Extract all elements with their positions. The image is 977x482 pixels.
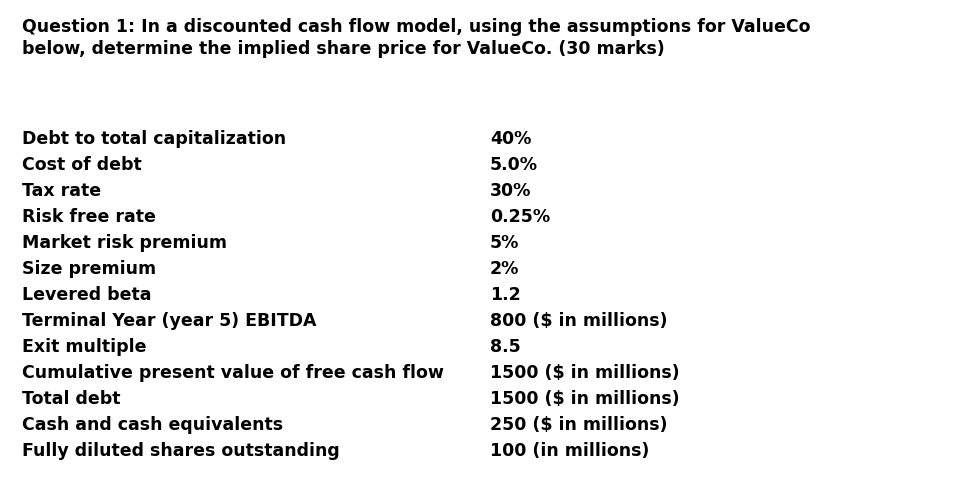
Text: Cost of debt: Cost of debt	[22, 156, 142, 174]
Text: Total debt: Total debt	[22, 390, 120, 408]
Text: Debt to total capitalization: Debt to total capitalization	[22, 130, 286, 148]
Text: Size premium: Size premium	[22, 260, 156, 278]
Text: 0.25%: 0.25%	[490, 208, 550, 226]
Text: 8.5: 8.5	[490, 338, 521, 356]
Text: Levered beta: Levered beta	[22, 286, 151, 304]
Text: Tax rate: Tax rate	[22, 182, 102, 200]
Text: Cumulative present value of free cash flow: Cumulative present value of free cash fl…	[22, 364, 444, 382]
Text: Cash and cash equivalents: Cash and cash equivalents	[22, 416, 283, 434]
Text: 30%: 30%	[490, 182, 531, 200]
Text: below, determine the implied share price for ValueCo. (30 marks): below, determine the implied share price…	[22, 40, 664, 58]
Text: Risk free rate: Risk free rate	[22, 208, 156, 226]
Text: 40%: 40%	[490, 130, 531, 148]
Text: Fully diluted shares outstanding: Fully diluted shares outstanding	[22, 442, 340, 460]
Text: 250 ($ in millions): 250 ($ in millions)	[490, 416, 667, 434]
Text: 1500 ($ in millions): 1500 ($ in millions)	[490, 364, 680, 382]
Text: 5.0%: 5.0%	[490, 156, 538, 174]
Text: 5%: 5%	[490, 234, 520, 252]
Text: Exit multiple: Exit multiple	[22, 338, 147, 356]
Text: 800 ($ in millions): 800 ($ in millions)	[490, 312, 667, 330]
Text: Question 1: In a discounted cash flow model, using the assumptions for ValueCo: Question 1: In a discounted cash flow mo…	[22, 18, 811, 36]
Text: 1500 ($ in millions): 1500 ($ in millions)	[490, 390, 680, 408]
Text: 100 (in millions): 100 (in millions)	[490, 442, 650, 460]
Text: Market risk premium: Market risk premium	[22, 234, 227, 252]
Text: 2%: 2%	[490, 260, 520, 278]
Text: Terminal Year (year 5) EBITDA: Terminal Year (year 5) EBITDA	[22, 312, 317, 330]
Text: 1.2: 1.2	[490, 286, 521, 304]
